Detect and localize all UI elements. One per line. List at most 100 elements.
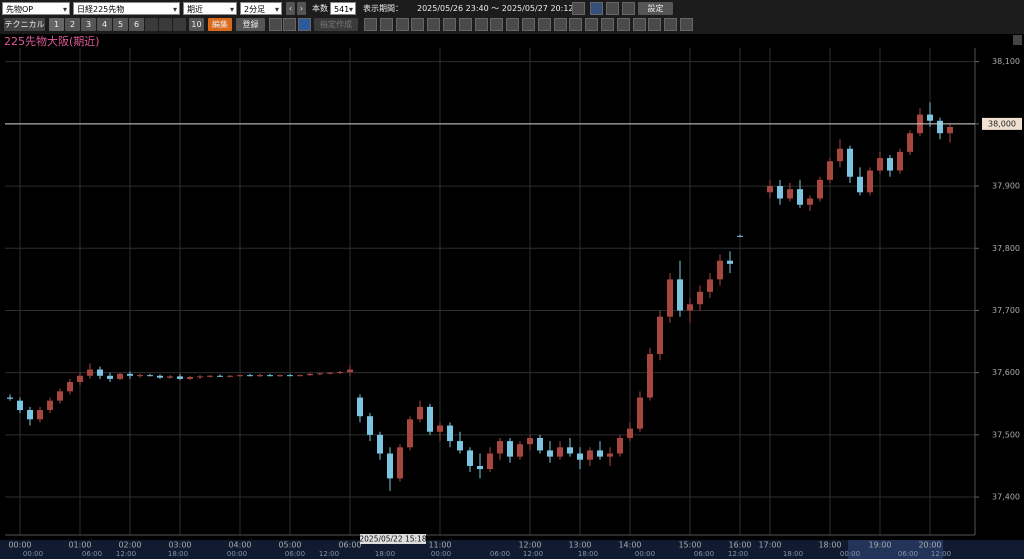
candle-body	[67, 381, 73, 392]
navigator-label: 00:00	[635, 550, 655, 558]
candle-body	[557, 447, 563, 457]
icon-button[interactable]	[538, 18, 551, 31]
empty-tab	[145, 18, 158, 31]
crosshair-label: 38,000	[988, 119, 1016, 128]
navigator-label: 18:00	[578, 550, 598, 558]
x-tick-label: 05:00	[278, 541, 301, 550]
candle-body	[577, 453, 583, 460]
tab[interactable]: 3	[81, 18, 96, 31]
icon-button[interactable]	[506, 18, 519, 31]
candle-body	[537, 437, 543, 451]
candle-body	[947, 126, 953, 134]
icon-button[interactable]	[411, 18, 424, 31]
cursor-label-box	[360, 534, 426, 544]
candle-body	[317, 373, 323, 375]
create-button: 指定作成	[314, 18, 358, 31]
candle-body	[227, 375, 233, 377]
candle-body	[107, 375, 113, 379]
icon-button[interactable]	[298, 18, 311, 31]
contract-select[interactable]: 期近	[183, 2, 237, 15]
navigator-label: 12:00	[523, 550, 543, 558]
candle-body	[357, 397, 363, 417]
navigator-label: 18:00	[168, 550, 188, 558]
navigator[interactable]	[0, 540, 1024, 559]
icon-button[interactable]	[522, 18, 535, 31]
y-tick-label: 37,800	[992, 244, 1020, 253]
candle-body	[717, 260, 723, 280]
candle-body	[737, 235, 743, 237]
tab[interactable]: 2	[65, 18, 80, 31]
icon-button[interactable]	[601, 18, 614, 31]
icon-button[interactable]	[443, 18, 456, 31]
x-tick-label: 13:00	[568, 541, 591, 550]
navigator-label: 00:00	[23, 550, 43, 558]
register-button[interactable]: 登録	[236, 18, 265, 31]
next-button[interactable]: ›	[297, 2, 306, 15]
candle-body	[907, 133, 913, 152]
collapse-button[interactable]	[1013, 35, 1022, 45]
tab[interactable]: 5	[113, 18, 128, 31]
icon-button[interactable]	[490, 18, 503, 31]
candle-body	[17, 400, 23, 410]
navigator-label: 06:00	[898, 550, 918, 558]
icon-button[interactable]	[606, 2, 619, 15]
toolbar: 先物OP 日経225先物 期近 2分足 ‹ › 本数 541 表示期間： 202…	[0, 0, 1024, 34]
settings-button[interactable]: 設定	[638, 2, 673, 15]
candle-body	[247, 375, 253, 377]
icon-button[interactable]	[364, 18, 377, 31]
symbol-select[interactable]: 日経225先物	[73, 2, 180, 15]
navigator-label: 06:00	[694, 550, 714, 558]
navigator-window[interactable]	[848, 540, 943, 559]
navigator-label: 12:00	[931, 550, 951, 558]
icon-button[interactable]	[572, 2, 585, 15]
candle-body	[387, 453, 393, 479]
x-tick-label: 04:00	[228, 541, 251, 550]
edit-button[interactable]: 編集	[208, 18, 232, 31]
icon-button[interactable]	[664, 18, 677, 31]
icon-button[interactable]	[554, 18, 567, 31]
navigator-label: 00:00	[431, 550, 451, 558]
x-tick-label: 20:00	[918, 541, 941, 550]
candle-body	[687, 304, 693, 311]
tab[interactable]: 6	[129, 18, 144, 31]
icon-button[interactable]	[585, 18, 598, 31]
candle-body	[847, 148, 853, 177]
tab[interactable]: 10	[189, 18, 204, 31]
candle-body	[617, 437, 623, 454]
candle-body	[147, 375, 153, 377]
empty-tab	[159, 18, 172, 31]
navigator-label: 12:00	[319, 550, 339, 558]
technical-button[interactable]: テクニカル	[4, 18, 45, 31]
candle-body	[267, 375, 273, 377]
candle-body	[297, 375, 303, 377]
candle-body	[397, 447, 403, 479]
icon-button[interactable]	[590, 2, 603, 15]
market-select[interactable]: 先物OP	[2, 2, 70, 15]
icon-button[interactable]	[380, 18, 393, 31]
icon-button[interactable]	[269, 18, 282, 31]
tab[interactable]: 1	[49, 18, 64, 31]
icon-button[interactable]	[283, 18, 296, 31]
x-tick-label: 14:00	[618, 541, 641, 550]
icon-button[interactable]	[648, 18, 661, 31]
icon-button[interactable]	[617, 18, 630, 31]
y-tick-label: 38,100	[992, 57, 1020, 66]
tab[interactable]: 4	[97, 18, 112, 31]
icon-button[interactable]	[396, 18, 409, 31]
icon-button[interactable]	[459, 18, 472, 31]
icon-button[interactable]	[633, 18, 646, 31]
count-input[interactable]: 541	[330, 2, 356, 15]
interval-select[interactable]: 2分足	[240, 2, 282, 15]
candle-body	[27, 409, 33, 420]
icon-button[interactable]	[569, 18, 582, 31]
icon-button[interactable]	[475, 18, 488, 31]
candle-body	[497, 441, 503, 454]
icon-button[interactable]	[680, 18, 693, 31]
navigator-label: 06:00	[490, 550, 510, 558]
prev-button[interactable]: ‹	[286, 2, 295, 15]
icon-button[interactable]	[622, 2, 635, 15]
candle-body	[677, 279, 683, 311]
icon-button[interactable]	[427, 18, 440, 31]
